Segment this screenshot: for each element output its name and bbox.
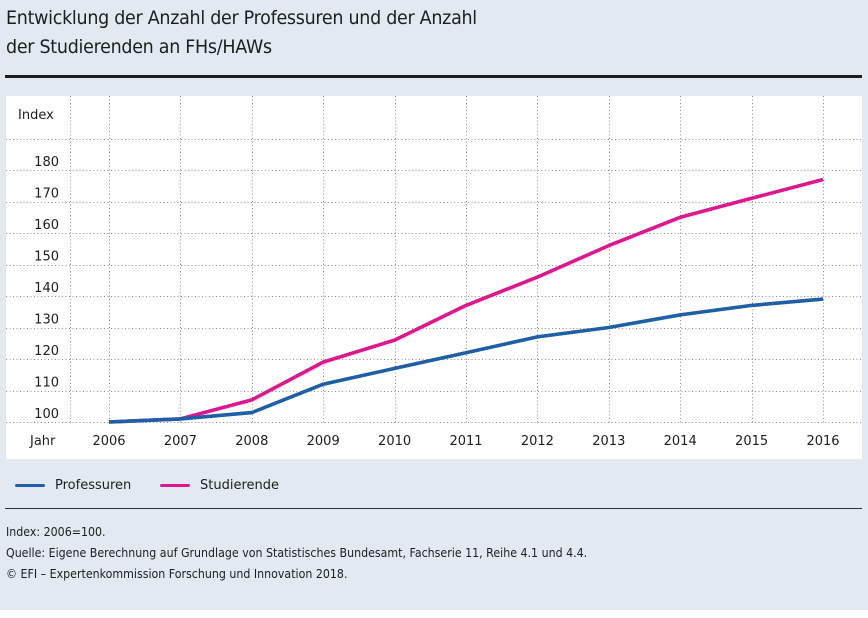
x-tick-label-2006: 2006 (92, 434, 125, 449)
x-tick-label-2013: 2013 (592, 434, 625, 449)
footer-rule (5, 508, 862, 509)
y-axis-label: Index (18, 108, 54, 123)
y-tick-label-180: 180 (34, 155, 59, 170)
plot-area (6, 96, 862, 459)
x-tick-label-2016: 2016 (806, 434, 839, 449)
x-tick-label-2014: 2014 (664, 434, 697, 449)
y-tick-label-170: 170 (34, 187, 59, 202)
y-tick-label-100: 100 (34, 407, 59, 422)
legend-item-studierende: Studierende (160, 474, 279, 496)
note-copyright: © EFI – Expertenkommission Forschung und… (6, 567, 348, 581)
legend-label-studierende: Studierende (200, 477, 279, 493)
legend-swatch-studierende (160, 483, 190, 487)
chart-title-line-2: der Studierenden an FHs/HAWs (6, 36, 272, 58)
legend-label-professuren: Professuren (55, 477, 132, 493)
axis-labels: Index Jahr 100 110 120 130 140 150 160 170 180 20… (18, 108, 840, 449)
chart-title: Entwicklung der Anzahl der Professuren u… (6, 4, 779, 62)
legend: Professuren Studierende (0, 474, 868, 496)
x-tick-label-2009: 2009 (307, 434, 340, 449)
note-index: Index: 2006=100. (6, 525, 106, 539)
chart-title-line-1: Entwicklung der Anzahl der Professuren u… (6, 7, 477, 29)
series-lines (108, 177, 824, 424)
y-tick-label-140: 140 (34, 281, 59, 296)
x-tick-label-2007: 2007 (164, 434, 197, 449)
gridlines (6, 96, 862, 424)
title-rule (5, 75, 862, 78)
legend-item-professuren: Professuren (15, 474, 131, 496)
y-tick-label-130: 130 (34, 313, 59, 328)
x-tick-label-2011: 2011 (449, 434, 482, 449)
x-axis-label: Jahr (29, 434, 56, 449)
y-tick-label-150: 150 (34, 250, 59, 265)
x-tick-label-2010: 2010 (378, 434, 411, 449)
series-line-professuren (108, 297, 824, 424)
x-tick-label-2015: 2015 (735, 434, 768, 449)
y-tick-label-110: 110 (34, 376, 59, 391)
chart-notes: Index: 2006=100. Quelle: Eigene Berechnu… (6, 522, 587, 585)
x-tick-label-2008: 2008 (235, 434, 268, 449)
y-tick-label-160: 160 (34, 218, 59, 233)
legend-swatch-professuren (15, 483, 45, 487)
x-tick-label-2012: 2012 (521, 434, 554, 449)
y-tick-label-120: 120 (34, 344, 59, 359)
series-line-studierende (108, 177, 824, 424)
note-source: Quelle: Eigene Berechnung auf Grundlage … (6, 546, 588, 560)
